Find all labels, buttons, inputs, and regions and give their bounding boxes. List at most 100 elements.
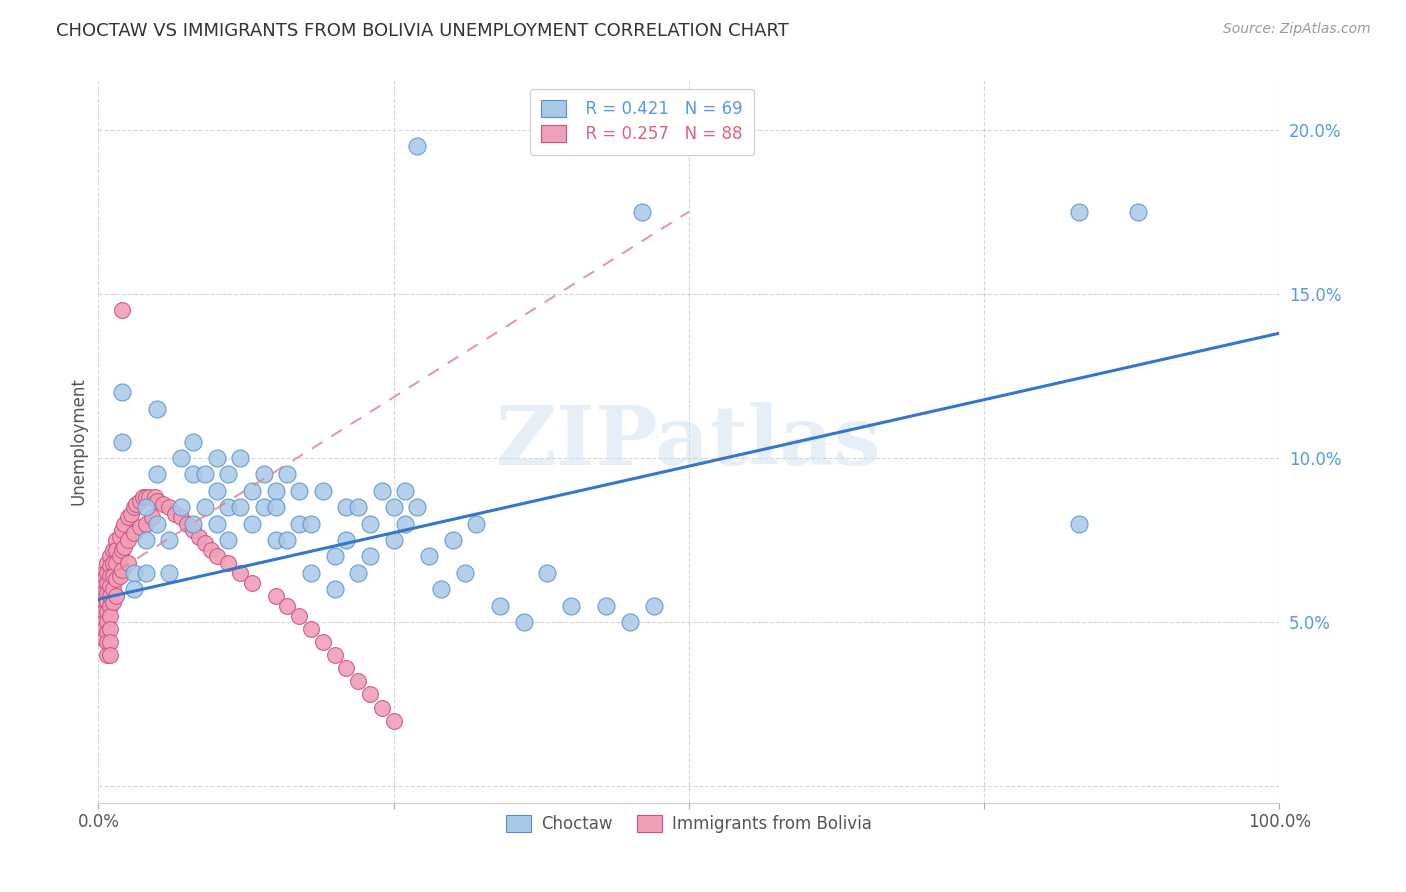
Text: Source: ZipAtlas.com: Source: ZipAtlas.com xyxy=(1223,22,1371,37)
Point xyxy=(105,573,128,587)
Point xyxy=(122,500,145,515)
Point xyxy=(229,450,252,465)
Point xyxy=(112,516,135,531)
Point xyxy=(146,516,169,531)
Point xyxy=(105,542,128,557)
Point xyxy=(157,533,180,547)
Point xyxy=(312,635,335,649)
Point xyxy=(96,635,118,649)
Point xyxy=(536,566,558,580)
Point xyxy=(165,507,187,521)
Point xyxy=(406,139,429,153)
Point xyxy=(98,569,121,583)
Point xyxy=(194,536,217,550)
Point xyxy=(135,516,157,531)
Point xyxy=(93,585,115,599)
Point xyxy=(143,491,166,505)
Point xyxy=(205,549,228,564)
Point xyxy=(229,500,252,515)
Point xyxy=(453,566,475,580)
Point xyxy=(382,533,405,547)
Point xyxy=(253,500,276,515)
Point xyxy=(288,483,311,498)
Point xyxy=(93,622,115,636)
Point xyxy=(264,500,287,515)
Point xyxy=(93,632,115,646)
Point xyxy=(96,625,118,640)
Point xyxy=(98,559,121,574)
Point xyxy=(181,523,204,537)
Point xyxy=(98,549,121,564)
Point xyxy=(96,566,118,580)
Point xyxy=(335,500,357,515)
Point xyxy=(176,516,198,531)
Point xyxy=(200,542,222,557)
Point xyxy=(98,622,121,636)
Point xyxy=(465,516,488,531)
Point xyxy=(1067,516,1090,531)
Point xyxy=(96,615,118,630)
Point xyxy=(276,533,298,547)
Point xyxy=(276,599,298,613)
Point xyxy=(98,589,121,603)
Point xyxy=(96,595,118,609)
Point xyxy=(1067,204,1090,219)
Point xyxy=(146,401,169,416)
Point xyxy=(117,533,139,547)
Point xyxy=(128,493,150,508)
Point xyxy=(98,579,121,593)
Point xyxy=(105,556,128,570)
Point xyxy=(125,497,148,511)
Legend: Choctaw, Immigrants from Bolivia: Choctaw, Immigrants from Bolivia xyxy=(498,806,880,841)
Point xyxy=(122,582,145,597)
Point xyxy=(111,563,134,577)
Point xyxy=(187,530,209,544)
Y-axis label: Unemployment: Unemployment xyxy=(69,377,87,506)
Point xyxy=(135,533,157,547)
Point xyxy=(181,516,204,531)
Point xyxy=(205,450,228,465)
Point xyxy=(135,491,157,505)
Point xyxy=(93,599,115,613)
Point xyxy=(146,467,169,482)
Point xyxy=(152,497,174,511)
Point xyxy=(108,549,131,564)
Point xyxy=(512,615,534,630)
Point xyxy=(111,385,134,400)
Point xyxy=(430,582,453,597)
Point xyxy=(253,467,276,482)
Point xyxy=(240,483,263,498)
Point xyxy=(105,533,128,547)
Point xyxy=(170,500,193,515)
Point xyxy=(619,615,641,630)
Point xyxy=(382,500,405,515)
Point xyxy=(630,204,652,219)
Point xyxy=(96,648,118,662)
Point xyxy=(347,500,370,515)
Point xyxy=(595,599,617,613)
Point xyxy=(111,434,134,449)
Point xyxy=(181,434,204,449)
Point xyxy=(323,648,346,662)
Point xyxy=(170,450,193,465)
Point xyxy=(96,556,118,570)
Point xyxy=(323,549,346,564)
Point xyxy=(181,467,204,482)
Point xyxy=(105,589,128,603)
Point xyxy=(101,542,124,557)
Text: CHOCTAW VS IMMIGRANTS FROM BOLIVIA UNEMPLOYMENT CORRELATION CHART: CHOCTAW VS IMMIGRANTS FROM BOLIVIA UNEMP… xyxy=(56,22,789,40)
Point xyxy=(299,566,322,580)
Point xyxy=(217,467,239,482)
Point xyxy=(98,608,121,623)
Point xyxy=(299,622,322,636)
Point xyxy=(205,516,228,531)
Point xyxy=(157,566,180,580)
Point xyxy=(299,516,322,531)
Point xyxy=(359,687,381,701)
Point xyxy=(98,635,121,649)
Text: ZIPatlas: ZIPatlas xyxy=(496,401,882,482)
Point xyxy=(643,599,665,613)
Point xyxy=(122,566,145,580)
Point xyxy=(132,491,155,505)
Point xyxy=(93,573,115,587)
